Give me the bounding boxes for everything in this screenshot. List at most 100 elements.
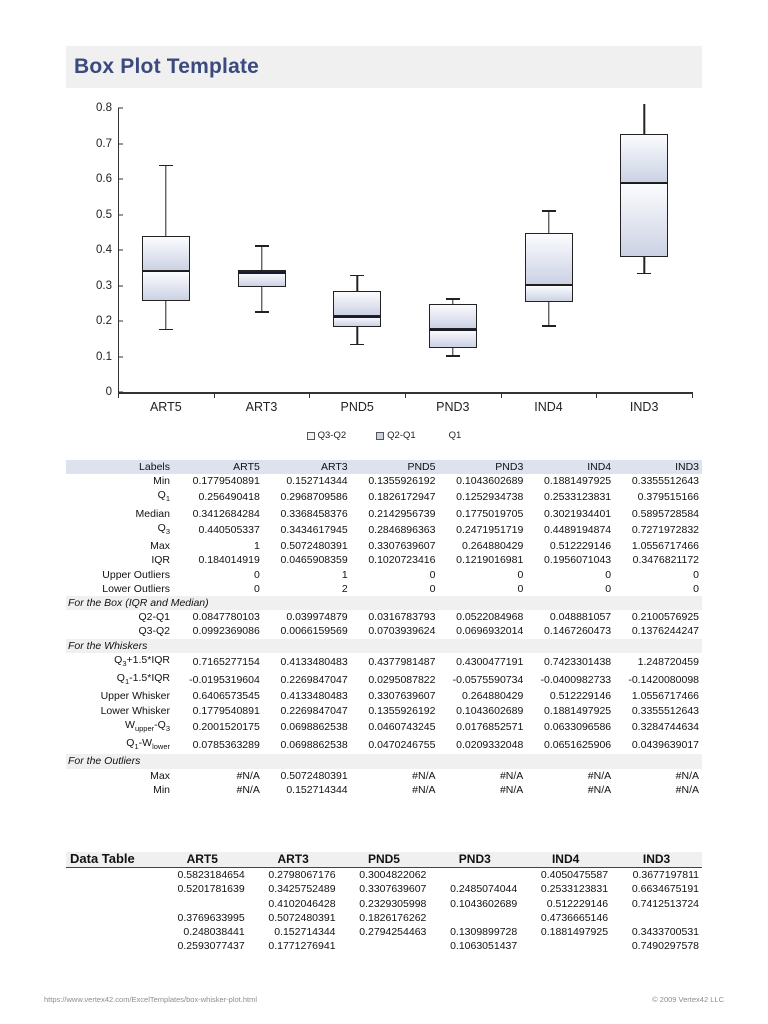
stats-row-label: Wupper-Q3	[125, 718, 170, 733]
box-plot-group	[524, 100, 573, 420]
stats-cell: #N/A	[236, 769, 260, 782]
y-axis-tick-mark	[118, 107, 123, 109]
stats-cell: 0.264880429	[461, 690, 524, 703]
stats-cell: 0.2533123831	[543, 491, 612, 504]
data-table-cell: 0.2794254463	[359, 926, 427, 939]
y-axis-tick-label: 0.8	[96, 102, 112, 114]
stats-row: Upper Outliers 0 1 0 0 0 0	[66, 568, 702, 582]
stats-row-label: Q1-1.5*IQR	[116, 672, 170, 687]
lower-whisker-line	[643, 257, 645, 273]
stats-header-labels: Labels	[66, 460, 175, 475]
stats-cell: 0	[605, 568, 612, 581]
data-table-row: 0.2593077437 0.1771276941 0.1063051437 0.74…	[66, 939, 702, 953]
data-table-row: 0.248038441 0.152714344 0.2794254463 0.1309…	[66, 925, 702, 939]
stats-cell: 0.0066159569	[280, 625, 348, 638]
stats-row-label: Q3+1.5*IQR	[114, 653, 170, 668]
y-axis-tick-mark	[118, 249, 123, 251]
footer-url[interactable]: https://www.vertex42.com/ExcelTemplates/…	[44, 995, 257, 1004]
stats-cell: 0	[693, 568, 699, 581]
data-table-body: Data Table ART5 ART3 PND5 PND3 IND4 IND3 0.5823…	[66, 852, 702, 953]
stats-row-label: Q3	[157, 521, 170, 536]
stats-cell: 0.3355512643	[631, 475, 699, 488]
stats-cell: #N/A	[412, 783, 436, 796]
data-table-cell: 0.1043602689	[450, 897, 518, 910]
stats-row-label: IQR	[151, 554, 170, 567]
median-line	[333, 315, 382, 318]
stats-cell: #N/A	[675, 783, 699, 796]
x-axis-tick-mark	[118, 392, 119, 398]
data-table-column-header: ART3	[247, 852, 339, 869]
data-table-row-spacer	[66, 882, 157, 896]
stats-cell: 0.1355926192	[368, 704, 436, 717]
stats-column-header: PND3	[438, 460, 527, 475]
stats-row-label: Median	[135, 507, 170, 520]
page-title: Box Plot Template	[74, 55, 260, 78]
legend-label: Q2-Q1	[387, 430, 416, 441]
stats-row-label: Q1-Wlower	[126, 737, 170, 752]
legend-item: Q2-Q1	[376, 430, 416, 441]
lower-whisker-cap	[637, 272, 652, 275]
stats-row-label: Lower Whisker	[100, 704, 170, 717]
stats-section-label: For the Whiskers	[66, 638, 702, 653]
stats-cell: 0.1020723416	[368, 554, 436, 567]
data-table-cell: 0.512229146	[546, 897, 609, 910]
stats-cell: 0.0651625906	[543, 739, 612, 752]
stats-cell: 0.1355926192	[368, 475, 436, 488]
stats-cell: 0.4133480483	[280, 690, 348, 703]
data-table-cell: 0.1771276941	[268, 940, 336, 953]
stats-cell: 0.7423301438	[543, 655, 612, 668]
stats-cell: 0.2001520175	[192, 720, 260, 733]
legend-swatch-icon	[376, 431, 385, 440]
data-table-cell: 0.1881497925	[540, 926, 609, 939]
data-table-row-spacer	[66, 925, 157, 939]
data-table-row: 0.5823184654 0.2798067176 0.3004822062 0.40…	[66, 868, 702, 883]
stats-cell: 0.7165277154	[192, 655, 260, 668]
stats-cell: 0.0209332048	[456, 739, 524, 752]
stats-cell: 0.0470246755	[368, 739, 436, 752]
box-plot-group	[141, 100, 190, 420]
stats-cell: 0.0316783793	[368, 611, 436, 624]
x-axis-tick-mark	[309, 392, 311, 398]
data-table-cell: 0.2485074044	[450, 883, 518, 896]
box-upper-quartile	[620, 133, 669, 183]
stats-cell: 0.1881497925	[543, 475, 612, 488]
chart-legend: Q3-Q2 Q2-Q1 Q1	[66, 430, 702, 441]
y-axis-tick-label: 0.4	[96, 244, 112, 256]
box-lower-quartile	[524, 284, 573, 303]
data-table-column-header: IND4	[520, 852, 612, 869]
stats-cell: 0	[253, 568, 260, 581]
stats-column-header: ART5	[175, 460, 263, 475]
data-table-cell	[157, 897, 248, 911]
data-table-cell: 0.3307639607	[359, 883, 427, 896]
stats-row: Lower Whisker 0.1779540891 0.2269847047 0.1…	[66, 704, 702, 718]
upper-whisker-line	[356, 274, 358, 291]
stats-row-label: Q2-Q1	[138, 611, 170, 624]
data-table-cell	[429, 911, 520, 925]
median-line	[620, 182, 669, 185]
data-table-row: 0.3769633995 0.5072480391 0.1826176262 0.47…	[66, 911, 702, 925]
stats-cell: 0.379515166	[637, 491, 699, 504]
stats-cell: 0	[693, 582, 699, 595]
data-table-column-header: PND5	[338, 852, 430, 869]
x-axis-tick-mark	[692, 392, 693, 398]
stats-cell: #N/A	[675, 769, 699, 782]
lower-whisker-line	[547, 302, 550, 326]
stats-cell: 0.3355512643	[631, 704, 699, 717]
stats-cell: 0.3412684284	[192, 507, 260, 520]
stats-cell: 1.0556717466	[631, 540, 699, 553]
stats-cell: 0.7271972832	[631, 523, 699, 536]
stats-cell: 1	[341, 568, 348, 581]
stats-cell: 0.0295087822	[368, 674, 436, 687]
stats-cell: 0.0460743245	[368, 720, 436, 733]
y-axis-tick-label: 0.6	[96, 173, 112, 185]
data-table-column-header: PND3	[429, 852, 521, 869]
box-upper-quartile	[524, 232, 573, 285]
y-axis-tick-mark	[118, 320, 123, 322]
lower-whisker-cap	[445, 354, 460, 357]
box-lower-quartile	[237, 272, 286, 287]
upper-whisker-line	[452, 297, 454, 305]
stats-cell: 0.0992369086	[192, 625, 260, 638]
stats-row: Q3-Q2 0.0992369086 0.0066159569 0.070393962…	[66, 624, 702, 638]
upper-whisker-cap	[158, 164, 173, 167]
stats-cell: 0.6406573545	[192, 690, 260, 703]
